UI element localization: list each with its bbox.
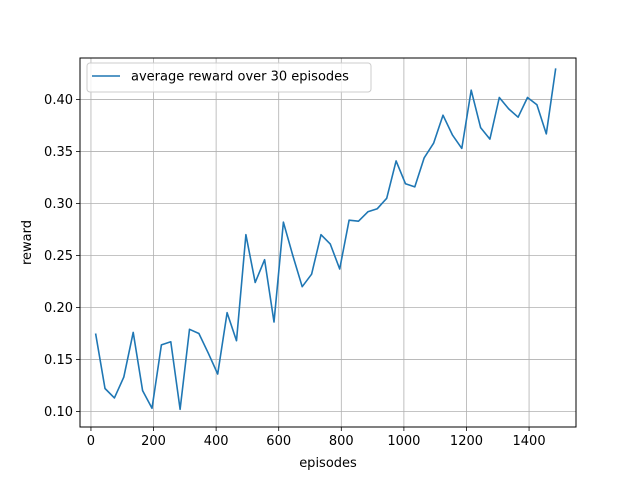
series-layer (94, 67, 557, 411)
data-point (338, 268, 341, 271)
data-point (263, 258, 266, 261)
axis-ticks: 0 200 400 600 800 1000 1200 1400 0.10 0.15 0.20 0.2… (44, 93, 546, 449)
data-point (498, 96, 501, 99)
data-point (348, 219, 351, 222)
y-tick-label: 0.20 (44, 301, 73, 316)
y-tick-label: 0.25 (44, 249, 73, 264)
data-point (329, 243, 332, 246)
data-point (291, 254, 294, 257)
data-point (554, 67, 557, 70)
data-point (132, 331, 135, 334)
data-point (442, 114, 445, 117)
data-point (488, 138, 491, 141)
data-point (470, 89, 473, 92)
data-point (254, 281, 257, 284)
y-tick-label: 0.10 (44, 405, 73, 420)
x-tick-label: 1200 (450, 434, 483, 449)
grid (80, 58, 576, 427)
data-point (160, 343, 163, 346)
data-point (273, 321, 276, 324)
data-point (423, 156, 426, 159)
plot-area-frame (79, 57, 577, 428)
data-point (226, 311, 229, 314)
data-point (319, 233, 322, 236)
data-point (207, 352, 210, 355)
y-tick-label: 0.30 (44, 197, 73, 212)
data-point (235, 339, 238, 342)
data-point (413, 185, 416, 188)
data-point (526, 96, 529, 99)
data-point (244, 233, 247, 236)
y-axis-label: reward (20, 220, 35, 265)
data-point (310, 273, 313, 276)
data-point (545, 132, 548, 135)
data-point (104, 387, 107, 390)
data-point (404, 182, 407, 185)
data-point (366, 210, 369, 213)
legend-box (86, 62, 372, 93)
y-tick-label: 0.15 (44, 353, 73, 368)
data-point (94, 332, 97, 335)
x-tick-label: 800 (329, 434, 354, 449)
data-point (141, 389, 144, 392)
data-point (179, 408, 182, 411)
x-tick-label: 400 (204, 434, 229, 449)
data-point (507, 107, 510, 110)
series-line (94, 68, 557, 411)
data-point (282, 221, 285, 224)
legend: average reward over 30 episodes (86, 62, 372, 93)
data-point (113, 396, 116, 399)
x-tick-label: 600 (266, 434, 291, 449)
data-point (385, 197, 388, 200)
data-point (432, 142, 435, 145)
data-point (122, 376, 125, 379)
data-point (188, 328, 191, 331)
data-point (197, 332, 200, 335)
data-point (517, 116, 520, 119)
y-tick-label: 0.40 (44, 93, 73, 108)
data-point (535, 103, 538, 106)
x-tick-label: 0 (87, 434, 95, 449)
x-tick-label: 1000 (387, 434, 420, 449)
data-point (479, 126, 482, 129)
data-point (169, 340, 172, 343)
data-point (376, 207, 379, 210)
legend-label: average reward over 30 episodes (131, 70, 349, 85)
x-axis-label: episodes (299, 456, 357, 471)
data-point (216, 372, 219, 375)
x-tick-label: 1400 (513, 434, 546, 449)
data-point (150, 407, 153, 410)
data-point (460, 147, 463, 150)
y-tick-label: 0.35 (44, 145, 73, 160)
data-point (301, 285, 304, 288)
data-point (395, 159, 398, 162)
data-point (451, 133, 454, 136)
data-point (357, 220, 360, 223)
x-tick-label: 200 (141, 434, 166, 449)
